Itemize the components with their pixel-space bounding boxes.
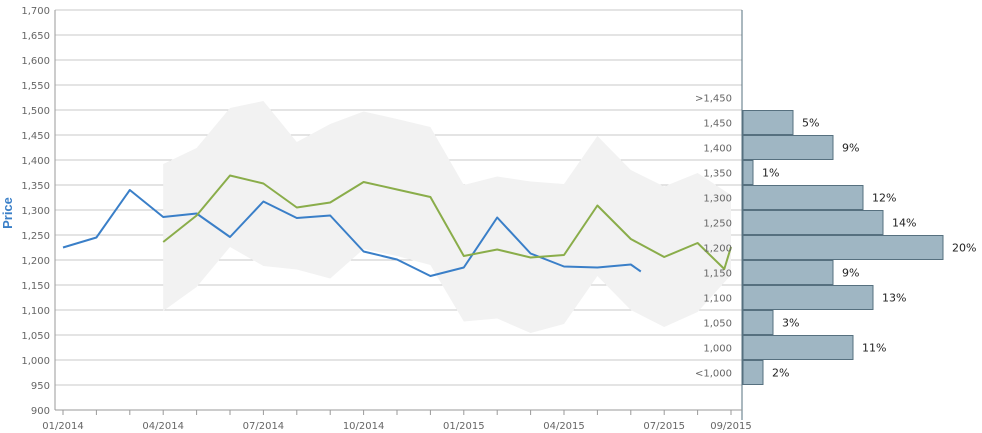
histogram-percent-label: 12% <box>872 192 896 205</box>
histogram-percent-label: 9% <box>842 267 859 280</box>
forecast-band-area <box>163 101 731 333</box>
y-tick-label: 1,700 <box>21 6 50 17</box>
y-tick-label: 1,250 <box>21 231 50 242</box>
histogram-bar <box>742 235 944 260</box>
y-tick-label: 1,000 <box>21 356 50 367</box>
price-series <box>62 174 732 277</box>
y-tick-label: 1,300 <box>21 206 50 217</box>
histogram-bar <box>742 210 884 235</box>
y-tick-label: 1,550 <box>21 81 50 92</box>
histogram-bar <box>742 110 794 135</box>
y-tick-label: 900 <box>31 406 50 417</box>
y-tick-label: 1,500 <box>21 106 50 117</box>
histogram-bin-label: 1,100 <box>703 294 732 305</box>
histogram-bar <box>742 260 834 285</box>
x-tick-label: 01/2015 <box>443 421 485 432</box>
histogram-percent-label: 5% <box>802 117 819 130</box>
histogram-percent-label: 2% <box>772 367 789 380</box>
x-tick-label: 04/2015 <box>543 421 585 432</box>
histogram-bin-label: 1,250 <box>703 219 732 230</box>
histogram-bin-label: 1,150 <box>703 269 732 280</box>
histogram-bin-label: 1,200 <box>703 244 732 255</box>
price-histogram <box>742 110 944 385</box>
histogram-bin-label: 1,000 <box>703 344 732 355</box>
histogram-percent-label: 13% <box>882 292 906 305</box>
x-tick-label: 10/2014 <box>343 421 385 432</box>
y-tick-label: 950 <box>31 381 50 392</box>
histogram-bin-label: 1,300 <box>703 194 732 205</box>
histogram-percent-label: 11% <box>862 342 886 355</box>
histogram-bin-label: >1,450 <box>695 94 732 105</box>
histogram-bar <box>742 360 764 385</box>
histogram-bar <box>742 335 854 360</box>
x-tick-label: 04/2014 <box>142 421 184 432</box>
histogram-percent-label: 20% <box>952 242 976 255</box>
y-axis-label: Price <box>0 197 15 229</box>
x-tick-label: 09/2015 <box>710 421 752 432</box>
histogram-bin-label: 1,050 <box>703 319 732 330</box>
y-tick-label: 1,450 <box>21 131 50 142</box>
price-line <box>162 174 732 270</box>
price-line <box>62 189 642 277</box>
axes <box>54 10 743 420</box>
histogram-percent-label: 1% <box>762 167 779 180</box>
histogram-bar <box>742 160 754 185</box>
y-tick-label: 1,650 <box>21 31 50 42</box>
histogram-bin-label: <1,000 <box>695 369 732 380</box>
histogram-percent-label: 14% <box>892 217 916 230</box>
histogram-bin-label: 1,350 <box>703 169 732 180</box>
histogram-bin-label: 1,400 <box>703 144 732 155</box>
forecast-range-band <box>163 101 731 333</box>
x-tick-label: 07/2014 <box>243 421 285 432</box>
histogram-bar <box>742 285 874 310</box>
histogram-bar <box>742 135 834 160</box>
y-tick-label: 1,350 <box>21 181 50 192</box>
histogram-bar <box>742 185 864 210</box>
y-tick-label: 1,100 <box>21 306 50 317</box>
y-tick-label: 1,600 <box>21 56 50 67</box>
labels: 900 950 1,000 1,050 1,100 1,150 1,200 1,250 1,30… <box>21 6 976 432</box>
histogram-percent-label: 3% <box>782 317 799 330</box>
histogram-percent-label: 9% <box>842 142 859 155</box>
y-tick-label: 1,400 <box>21 156 50 167</box>
x-tick-label: 01/2014 <box>42 421 84 432</box>
histogram-bar <box>742 310 774 335</box>
x-tick-label: 07/2015 <box>643 421 685 432</box>
y-tick-label: 1,050 <box>21 331 50 342</box>
y-tick-label: 1,200 <box>21 256 50 267</box>
histogram-bin-label: 1,450 <box>703 119 732 130</box>
y-tick-label: 1,150 <box>21 281 50 292</box>
